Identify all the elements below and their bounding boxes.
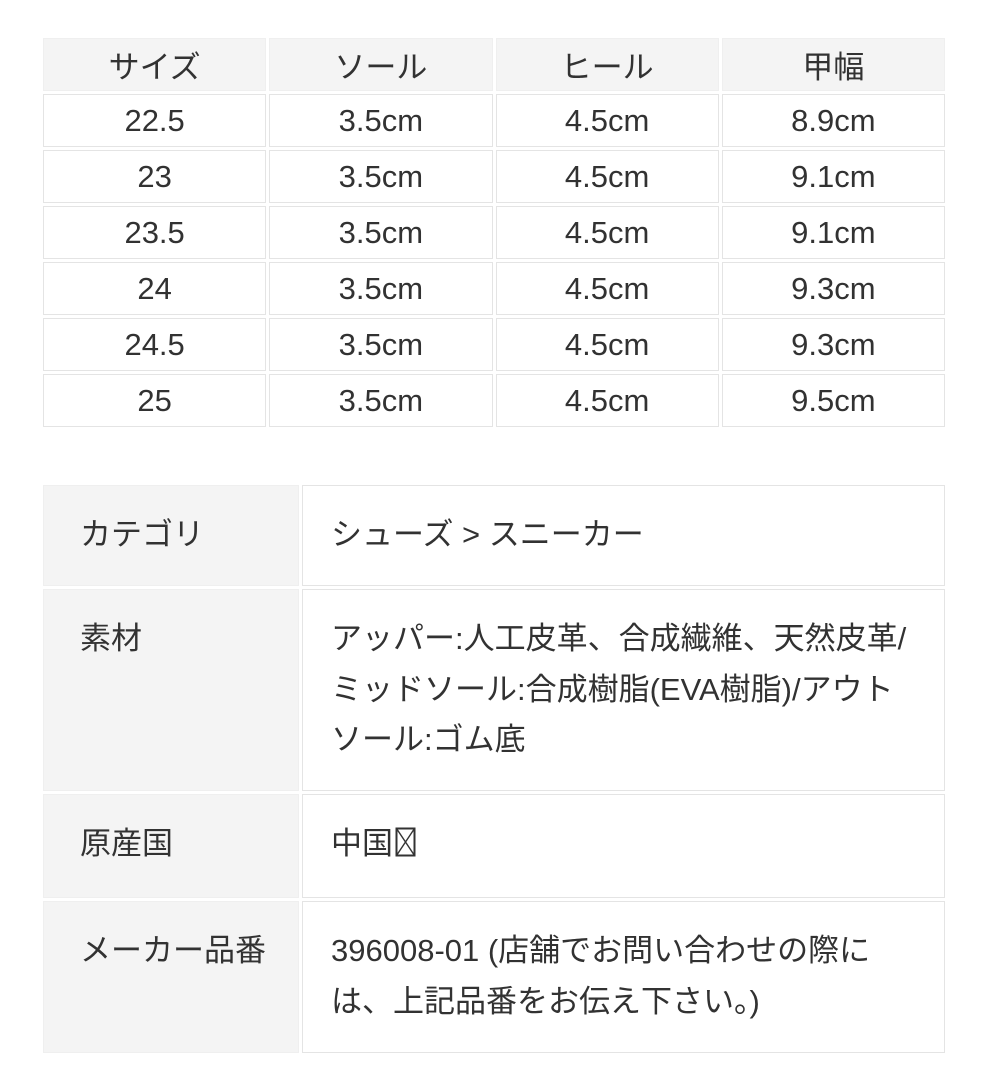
width-cell: 9.3cm <box>721 318 945 371</box>
heel-cell: 4.5cm <box>495 206 719 259</box>
column-header-width: 甲幅 <box>721 38 945 91</box>
size-cell: 23.5 <box>43 206 267 259</box>
detail-label-maker-part-number: メーカー品番 <box>43 901 299 1053</box>
product-spec-page: サイズ ソール ヒール 甲幅 22.5 3.5cm 4.5cm 8.9cm 23… <box>40 35 948 1056</box>
table-row: 22.5 3.5cm 4.5cm 8.9cm <box>43 94 945 147</box>
heel-cell: 4.5cm <box>495 374 719 427</box>
size-cell: 25 <box>43 374 267 427</box>
column-header-heel: ヒール <box>495 38 719 91</box>
width-cell: 9.1cm <box>721 206 945 259</box>
size-chart-table: サイズ ソール ヒール 甲幅 22.5 3.5cm 4.5cm 8.9cm 23… <box>40 35 948 430</box>
table-row: 23.5 3.5cm 4.5cm 9.1cm <box>43 206 945 259</box>
heel-cell: 4.5cm <box>495 94 719 147</box>
width-cell: 9.1cm <box>721 150 945 203</box>
table-row: 25 3.5cm 4.5cm 9.5cm <box>43 374 945 427</box>
detail-value-maker-part-number: 396008-01 (店舗でお問い合わせの際には、上記品番をお伝え下さい。) <box>302 901 945 1053</box>
width-cell: 9.5cm <box>721 374 945 427</box>
detail-value-category: シューズ > スニーカー <box>302 485 945 586</box>
table-row: 原産国 中国 <box>43 794 945 899</box>
detail-value-material: アッパー:人工皮革、合成繊維、天然皮革/ミッドソール:合成樹脂(EVA樹脂)/ア… <box>302 588 945 792</box>
size-chart-header-row: サイズ ソール ヒール 甲幅 <box>43 38 945 91</box>
table-row: 24.5 3.5cm 4.5cm 9.3cm <box>43 318 945 371</box>
table-row: 23 3.5cm 4.5cm 9.1cm <box>43 150 945 203</box>
detail-label-material: 素材 <box>43 588 299 792</box>
sole-cell: 3.5cm <box>269 374 493 427</box>
heel-cell: 4.5cm <box>495 150 719 203</box>
table-row: メーカー品番 396008-01 (店舗でお問い合わせの際には、上記品番をお伝え… <box>43 901 945 1053</box>
detail-value-origin: 中国 <box>302 794 945 899</box>
sole-cell: 3.5cm <box>269 318 493 371</box>
table-row: カテゴリ シューズ > スニーカー <box>43 485 945 586</box>
product-details-table: カテゴリ シューズ > スニーカー 素材 アッパー:人工皮革、合成繊維、天然皮革… <box>40 482 948 1056</box>
column-header-sole: ソール <box>269 38 493 91</box>
size-cell: 23 <box>43 150 267 203</box>
sole-cell: 3.5cm <box>269 262 493 315</box>
column-header-size: サイズ <box>43 38 267 91</box>
width-cell: 8.9cm <box>721 94 945 147</box>
table-row: 素材 アッパー:人工皮革、合成繊維、天然皮革/ミッドソール:合成樹脂(EVA樹脂… <box>43 588 945 792</box>
size-cell: 22.5 <box>43 94 267 147</box>
width-cell: 9.3cm <box>721 262 945 315</box>
detail-label-category: カテゴリ <box>43 485 299 586</box>
sole-cell: 3.5cm <box>269 206 493 259</box>
heel-cell: 4.5cm <box>495 318 719 371</box>
table-row: 24 3.5cm 4.5cm 9.3cm <box>43 262 945 315</box>
origin-country-text: 中国 <box>331 826 393 862</box>
missing-glyph-tofu-icon <box>395 822 416 873</box>
size-cell: 24.5 <box>43 318 267 371</box>
sole-cell: 3.5cm <box>269 94 493 147</box>
heel-cell: 4.5cm <box>495 262 719 315</box>
sole-cell: 3.5cm <box>269 150 493 203</box>
size-cell: 24 <box>43 262 267 315</box>
detail-label-origin: 原産国 <box>43 794 299 899</box>
